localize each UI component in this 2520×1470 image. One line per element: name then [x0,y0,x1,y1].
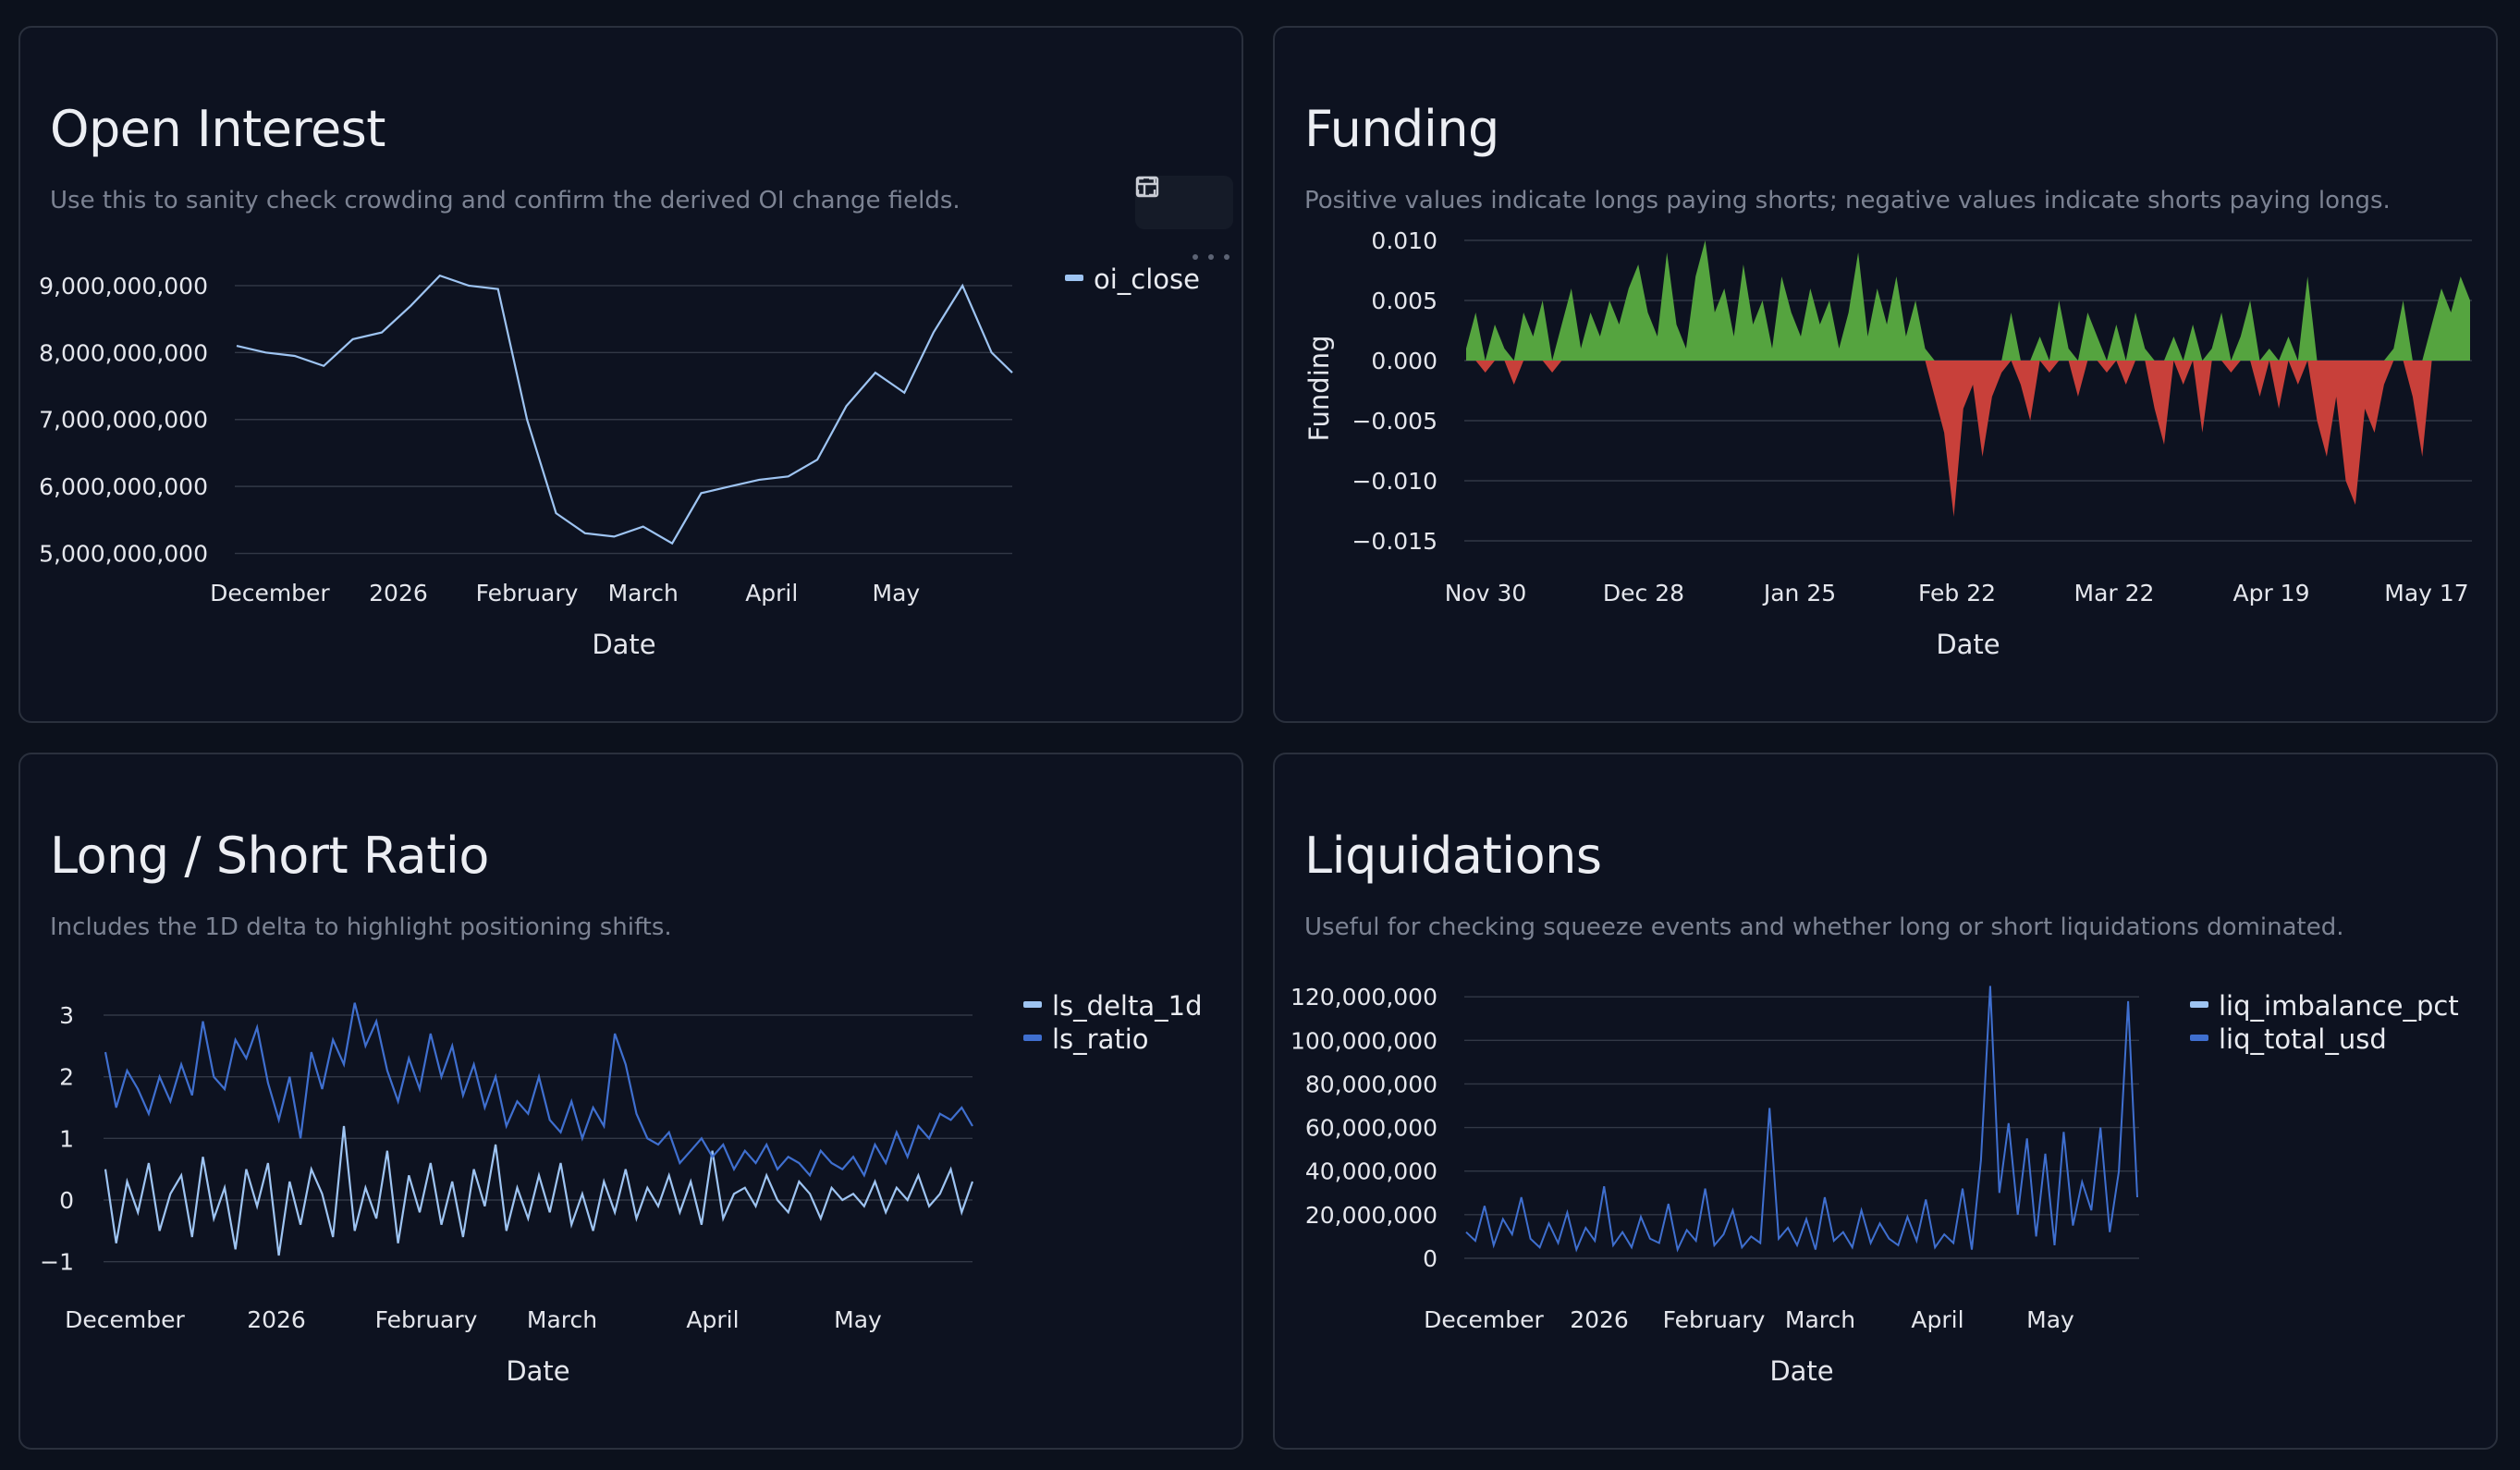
y-tick-label: 5,000,000,000 [39,541,208,568]
funding-positive-area [1466,240,2470,361]
y-tick-label: 6,000,000,000 [39,473,208,500]
y-tick-label: 0 [1423,1245,1437,1272]
x-tick-label: 2026 [247,1306,306,1333]
legend-swatch [2190,1001,2208,1008]
x-axis-title: Date [1769,1355,1833,1387]
y-tick-label: 0 [59,1187,74,1214]
legend-swatch [1065,275,1083,281]
y-tick-label: 1 [59,1125,74,1152]
long-short-card: Long / Short Ratio Includes the 1D delta… [18,753,1243,1450]
x-tick-label: March [608,580,679,606]
card-title: Open Interest [50,100,385,158]
legend-swatch [2190,1035,2208,1041]
x-tick-label: March [1785,1306,1855,1333]
liq-total-usd-line [1465,986,2138,1253]
legend-swatch [1023,1035,1042,1041]
x-tick-label: February [1663,1306,1766,1333]
card-description: Use this to sanity check crowding and co… [50,187,960,214]
legend-label: ls_ratio [1052,1023,1149,1055]
x-tick-label: May [834,1306,882,1333]
open-interest-chart: 5,000,000,000 6,000,000,000 7,000,000,000 8… [39,263,1200,660]
card-title: Long / Short Ratio [50,827,489,885]
card-title: Liquidations [1304,827,1602,885]
fullscreen-icon[interactable] [1136,177,1225,218]
y-tick-label: 7,000,000,000 [39,407,208,434]
x-tick-label: February [375,1306,478,1333]
card-description: Useful for checking squeeze events and w… [1304,913,2344,941]
x-tick-label: March [527,1306,597,1333]
y-tick-label: 9,000,000,000 [39,273,208,300]
legend-label: ls_delta_1d [1052,990,1202,1022]
card-description: Includes the 1D delta to highlight posit… [50,913,672,941]
x-axis-title: Date [592,629,655,660]
y-tick-label: 2 [59,1064,74,1091]
legend-label: liq_total_usd [2219,1023,2387,1055]
y-tick-label: −1 [40,1249,74,1276]
x-tick-label: December [1424,1306,1544,1333]
y-tick-label: 40,000,000 [1305,1158,1437,1185]
more-options-icon[interactable] [1193,250,1229,264]
x-tick-label: Dec 28 [1603,580,1684,606]
x-tick-label: April [1911,1306,1963,1333]
oi-close-line [236,274,1013,545]
x-tick-label: Nov 30 [1445,580,1527,606]
card-title: Funding [1304,100,1499,158]
y-tick-label: 0.010 [1371,227,1437,254]
funding-negative-area [1466,361,2470,517]
x-tick-label: May [2026,1306,2074,1333]
x-axis-title: Date [506,1355,569,1387]
y-tick-label: 100,000,000 [1291,1027,1437,1054]
liquidations-card: Liquidations Useful for checking squeeze… [1273,753,2498,1450]
y-tick-label: 0.005 [1371,288,1437,314]
y-tick-label: 20,000,000 [1305,1202,1437,1229]
x-tick-label: 2026 [1570,1306,1629,1333]
y-tick-label: −0.010 [1352,468,1437,495]
y-tick-label: 3 [59,1002,74,1029]
legend-label: liq_imbalance_pct [2219,990,2459,1022]
legend-label: oi_close [1094,263,1200,295]
x-tick-label: May 17 [2384,580,2468,606]
open-interest-card: Open Interest Use this to sanity check c… [18,26,1243,723]
ls-delta-1d-line [104,1125,974,1256]
x-tick-label: May [873,580,921,606]
x-axis-title: Date [1936,629,2000,660]
x-tick-label: Mar 22 [2074,580,2155,606]
x-tick-label: 2026 [369,580,428,606]
x-tick-label: Apr 19 [2233,580,2309,606]
x-tick-label: December [65,1306,185,1333]
y-tick-label: 8,000,000,000 [39,339,208,366]
x-tick-label: February [476,580,579,606]
y-tick-label: 0.000 [1371,348,1437,374]
x-tick-label: December [210,580,330,606]
y-tick-label: 80,000,000 [1305,1071,1437,1097]
long-short-chart: 3 2 1 0 −1 December 2026 February March April May D… [40,990,1202,1387]
liquidations-chart: 0 20,000,000 40,000,000 60,000,000 80,000,00… [1291,984,2459,1387]
y-tick-label: 60,000,000 [1305,1115,1437,1142]
x-tick-label: April [686,1306,739,1333]
y-tick-label: −0.015 [1352,528,1437,555]
y-axis-title: Funding [1303,335,1335,441]
x-tick-label: Feb 22 [1918,580,1996,606]
card-description: Positive values indicate longs paying sh… [1304,187,2391,214]
funding-card: Funding Positive values indicate longs p… [1273,26,2498,723]
chart-toolbar [1135,176,1233,229]
x-tick-label: April [745,580,798,606]
funding-chart: 0.010 0.005 0.000 −0.005 −0.010 −0.015 Nov 30 D… [1303,227,2472,660]
ls-ratio-line [104,1002,973,1178]
legend-swatch [1023,1001,1042,1008]
y-tick-label: 120,000,000 [1291,984,1437,1011]
x-tick-label: Jan 25 [1762,580,1836,606]
y-tick-label: −0.005 [1352,408,1437,435]
